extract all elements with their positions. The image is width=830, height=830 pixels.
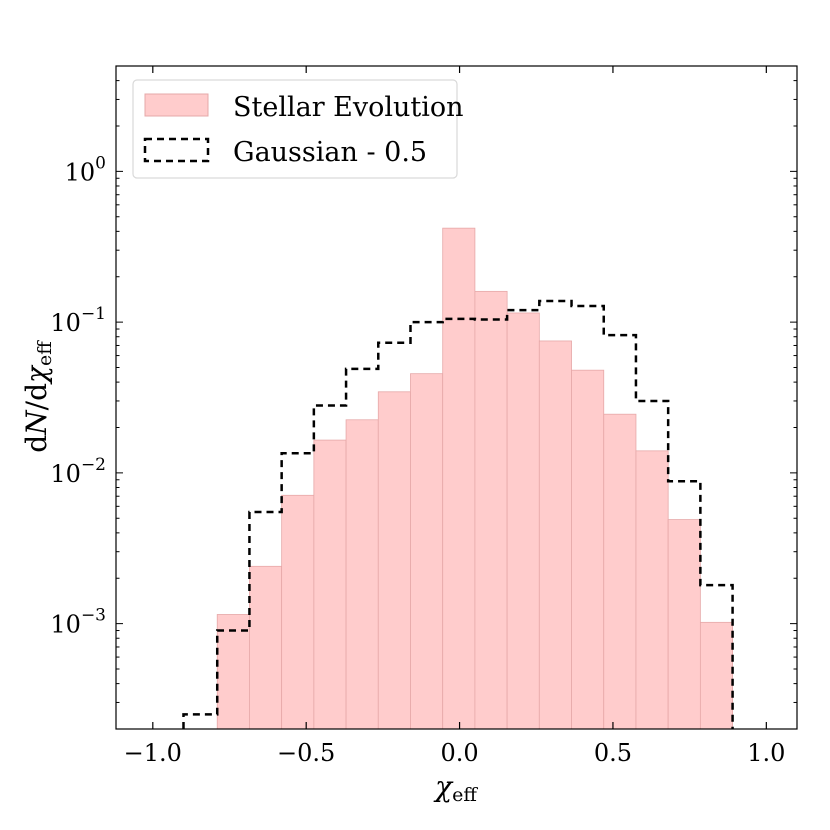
x-tick-label: −1.0: [124, 739, 182, 767]
legend-box: [132, 79, 458, 179]
stellar-evolution-bar: [506, 312, 540, 729]
stellar-evolution-bar: [571, 369, 605, 729]
y-axis-label: dN/dχeff: [20, 340, 56, 453]
stellar-evolution-bar: [249, 565, 283, 729]
x-tick-label: −0.5: [277, 739, 335, 767]
stellar-evolution-bar: [635, 450, 669, 729]
y-tick-label: 100: [65, 153, 106, 186]
stellar-evolution-bar: [442, 227, 476, 729]
stellar-evolution-bar: [345, 419, 379, 729]
y-tick-label: 10−1: [50, 304, 106, 337]
x-tick-label: 1.0: [747, 739, 785, 767]
plot-frame: [115, 65, 798, 730]
gaussian-step-layer: [182, 299, 734, 729]
x-axis-label: χeff: [433, 770, 478, 806]
stellar-evolution-bar: [377, 391, 411, 729]
stellar-evolution-bar: [313, 439, 347, 729]
legend-label-stellar-evolution: Stellar Evolution: [233, 92, 464, 123]
stellar-evolution-bar: [603, 413, 637, 729]
stellar-evolution-bar: [410, 373, 444, 729]
y-axis: 10−3 10−2 10−1 100: [50, 65, 797, 730]
stellar-evolution-bar: [216, 614, 250, 729]
stellar-evolution-bar: [474, 290, 508, 729]
x-tick-label: 0.0: [440, 739, 478, 767]
legend: Stellar Evolution Gaussian - 0.5: [132, 79, 464, 179]
y-tick-label: 10−3: [50, 606, 106, 639]
x-axis: −1.0 −0.5 0.0 0.5 1.0: [124, 66, 785, 767]
gaussian-step-line: [182, 299, 734, 729]
stellar-evolution-bar: [667, 519, 701, 729]
x-tick-label: 0.5: [594, 739, 632, 767]
stellar-evolution-bar: [699, 621, 733, 729]
stellar-evolution-bar: [281, 494, 315, 729]
legend-label-gaussian: Gaussian - 0.5: [233, 137, 427, 168]
stellar-evolution-bars: [216, 227, 733, 729]
stellar-evolution-bar: [538, 340, 572, 729]
legend-swatch-stellar-evolution: [144, 93, 209, 117]
y-tick-label: 10−2: [50, 455, 106, 488]
legend-swatch-gaussian: [143, 137, 210, 163]
